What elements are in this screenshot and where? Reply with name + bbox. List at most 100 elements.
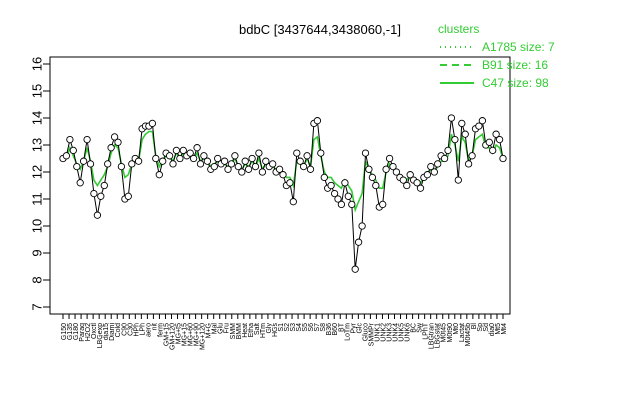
data-point xyxy=(107,144,115,152)
x-tick-label: UNK2 xyxy=(380,323,387,342)
x-tick-label: HTm xyxy=(260,323,267,338)
data-point xyxy=(66,135,74,144)
x-tick-label: S5 xyxy=(302,323,309,332)
data-point xyxy=(368,173,377,182)
data-point xyxy=(227,160,236,168)
x-tick-label: C30 xyxy=(127,323,134,336)
x-tick-label: MG+t5 xyxy=(176,323,183,344)
data-point xyxy=(189,154,198,163)
data-point xyxy=(447,114,456,122)
data-point xyxy=(434,160,442,168)
data-point xyxy=(382,165,390,173)
data-point xyxy=(499,154,507,163)
data-point xyxy=(114,138,122,146)
data-point xyxy=(275,165,284,173)
data-point xyxy=(475,122,483,130)
data-point xyxy=(86,160,95,168)
x-tick-label: Bl xyxy=(471,323,478,330)
x-tick-label: MG+90 xyxy=(194,323,201,346)
x-tick-label: UNK1 xyxy=(374,323,381,342)
data-point xyxy=(317,149,325,157)
x-tick-label: Oxctl xyxy=(91,323,98,339)
x-tick-label: S6 xyxy=(308,323,315,332)
data-point xyxy=(372,181,380,190)
legend: clusters A1785 size: 7 B91 size: 16 C47 … xyxy=(438,22,555,90)
legend-title: clusters xyxy=(438,22,479,36)
data-point xyxy=(148,119,157,128)
data-point xyxy=(492,130,500,138)
x-tick-label: Heat xyxy=(242,323,249,338)
data-point xyxy=(320,173,328,182)
data-point xyxy=(392,168,401,176)
x-tick-label: Sd xyxy=(483,323,490,332)
x-tick-label: Mt4 xyxy=(501,323,508,335)
data-point xyxy=(255,149,263,157)
x-tick-label: M0t45 xyxy=(441,323,448,343)
data-point xyxy=(406,171,414,179)
x-tick-label: UNK6 xyxy=(405,323,412,342)
data-point xyxy=(234,162,242,171)
x-tick-label: SMM xyxy=(230,323,237,340)
y-tick-label: 11 xyxy=(29,192,44,206)
x-tick-label: BMM xyxy=(236,323,243,340)
data-point xyxy=(299,162,308,171)
x-tick-label: HPh xyxy=(133,323,140,337)
x-tick-label: LPhT xyxy=(423,322,430,339)
x-axis: G150 G135 G180 Paraq H2O2 Oxctl LBGexp dia15 Dia… xyxy=(61,314,508,350)
data-point xyxy=(79,157,88,165)
data-point xyxy=(430,168,438,176)
data-point xyxy=(416,184,425,192)
data-point xyxy=(365,165,373,173)
x-tick-label: Cold xyxy=(115,323,122,338)
x-tick-label: Mal xyxy=(212,323,219,335)
data-point xyxy=(451,135,459,144)
plot-area-frame xyxy=(49,56,511,315)
y-axis: 7 8 9 10 11 12 13 14 15 16 xyxy=(29,57,51,311)
x-tick-label: Glc xyxy=(356,323,363,334)
x-tick-label: Sw xyxy=(417,322,424,333)
x-tick-label: Sp xyxy=(477,323,484,332)
data-point xyxy=(458,119,466,128)
data-point xyxy=(293,149,301,157)
data-point xyxy=(478,117,487,125)
x-tick-label: Diami xyxy=(109,323,116,341)
data-point xyxy=(117,162,126,171)
x-tick-label: S2 xyxy=(284,323,291,332)
data-point xyxy=(179,146,187,155)
data-point xyxy=(337,200,346,209)
x-tick-label: UNK5 xyxy=(399,323,406,342)
data-point xyxy=(358,222,366,230)
x-tick-label: GM+15 xyxy=(163,323,170,346)
legend-entry-1: B91 size: 16 xyxy=(482,58,548,72)
y-tick-label: 16 xyxy=(29,57,44,71)
x-tick-label: Paraq xyxy=(79,323,86,342)
data-point xyxy=(403,181,411,190)
x-tick-label: dia15 xyxy=(103,323,110,340)
data-point xyxy=(306,165,315,173)
data-point xyxy=(73,162,81,171)
x-tick-label: aero xyxy=(145,323,152,337)
data-point xyxy=(93,211,102,219)
data-point xyxy=(244,165,253,173)
data-point xyxy=(97,192,105,200)
y-tick-label: 15 xyxy=(29,84,44,98)
data-point xyxy=(155,171,163,179)
data-point xyxy=(289,198,297,206)
data-point xyxy=(303,152,311,160)
x-tick-label: M0t90 xyxy=(447,323,454,343)
legend-entry-0: A1785 size: 7 xyxy=(482,40,555,54)
data-point xyxy=(241,157,249,165)
data-point xyxy=(489,146,497,155)
data-point xyxy=(62,152,71,160)
data-point xyxy=(461,130,469,138)
data-point xyxy=(313,117,322,125)
data-point xyxy=(83,135,91,144)
x-tick-label: B36 xyxy=(326,323,333,336)
x-tick-label: Gluco xyxy=(362,323,369,341)
x-tick-label: LBGexp xyxy=(97,323,104,348)
data-point xyxy=(69,146,77,155)
data-point xyxy=(193,144,201,152)
x-tick-label: LBGstat xyxy=(435,323,442,348)
data-point xyxy=(348,200,356,209)
data-point xyxy=(454,176,462,184)
